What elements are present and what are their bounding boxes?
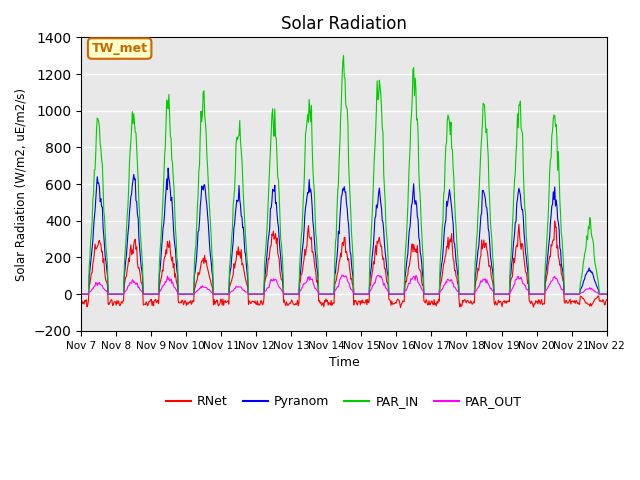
Pyranom [195,228,203,233]
Pyranom [424,291,431,297]
Line: Pyranom: Pyranom [81,168,607,294]
X-axis label: Time: Time [328,356,359,369]
Pyranom [408,200,416,206]
PAR_OUT [222,291,230,297]
PAR_IN [408,96,416,102]
PAR_OUT [195,287,202,293]
PAR_IN [141,291,148,297]
Pyranom [223,291,230,297]
Line: RNet: RNet [81,221,607,308]
Pyranom [141,291,148,297]
RNet [141,301,148,307]
Line: PAR_OUT: PAR_OUT [81,275,607,294]
PAR_IN [77,291,85,297]
Pyranom [77,291,85,297]
PAR_OUT [424,291,431,297]
PAR_IN [603,291,611,297]
PAR_OUT [408,276,416,282]
PAR_IN [222,291,230,297]
Title: Solar Radiation: Solar Radiation [281,15,407,33]
PAR_OUT [603,291,611,297]
RNet [397,305,404,311]
RNet [222,300,230,305]
RNet [551,218,559,224]
PAR_OUT [77,291,85,297]
RNet [77,301,85,307]
Legend: RNet, Pyranom, PAR_IN, PAR_OUT: RNet, Pyranom, PAR_IN, PAR_OUT [161,390,527,413]
PAR_OUT [141,291,148,297]
Line: PAR_IN: PAR_IN [81,55,607,294]
PAR_IN [340,52,348,58]
PAR_IN [424,291,431,297]
PAR_OUT [87,288,95,294]
PAR_IN [87,238,95,244]
RNet [408,241,416,247]
Text: TW_met: TW_met [92,42,148,55]
RNet [195,270,202,276]
PAR_OUT [338,272,346,278]
PAR_IN [195,192,202,198]
Pyranom [164,165,172,171]
RNet [603,297,611,302]
Pyranom [87,260,95,266]
Y-axis label: Solar Radiation (W/m2, uE/m2/s): Solar Radiation (W/m2, uE/m2/s) [15,87,28,281]
RNet [87,275,95,281]
Pyranom [603,291,611,297]
RNet [424,301,431,307]
